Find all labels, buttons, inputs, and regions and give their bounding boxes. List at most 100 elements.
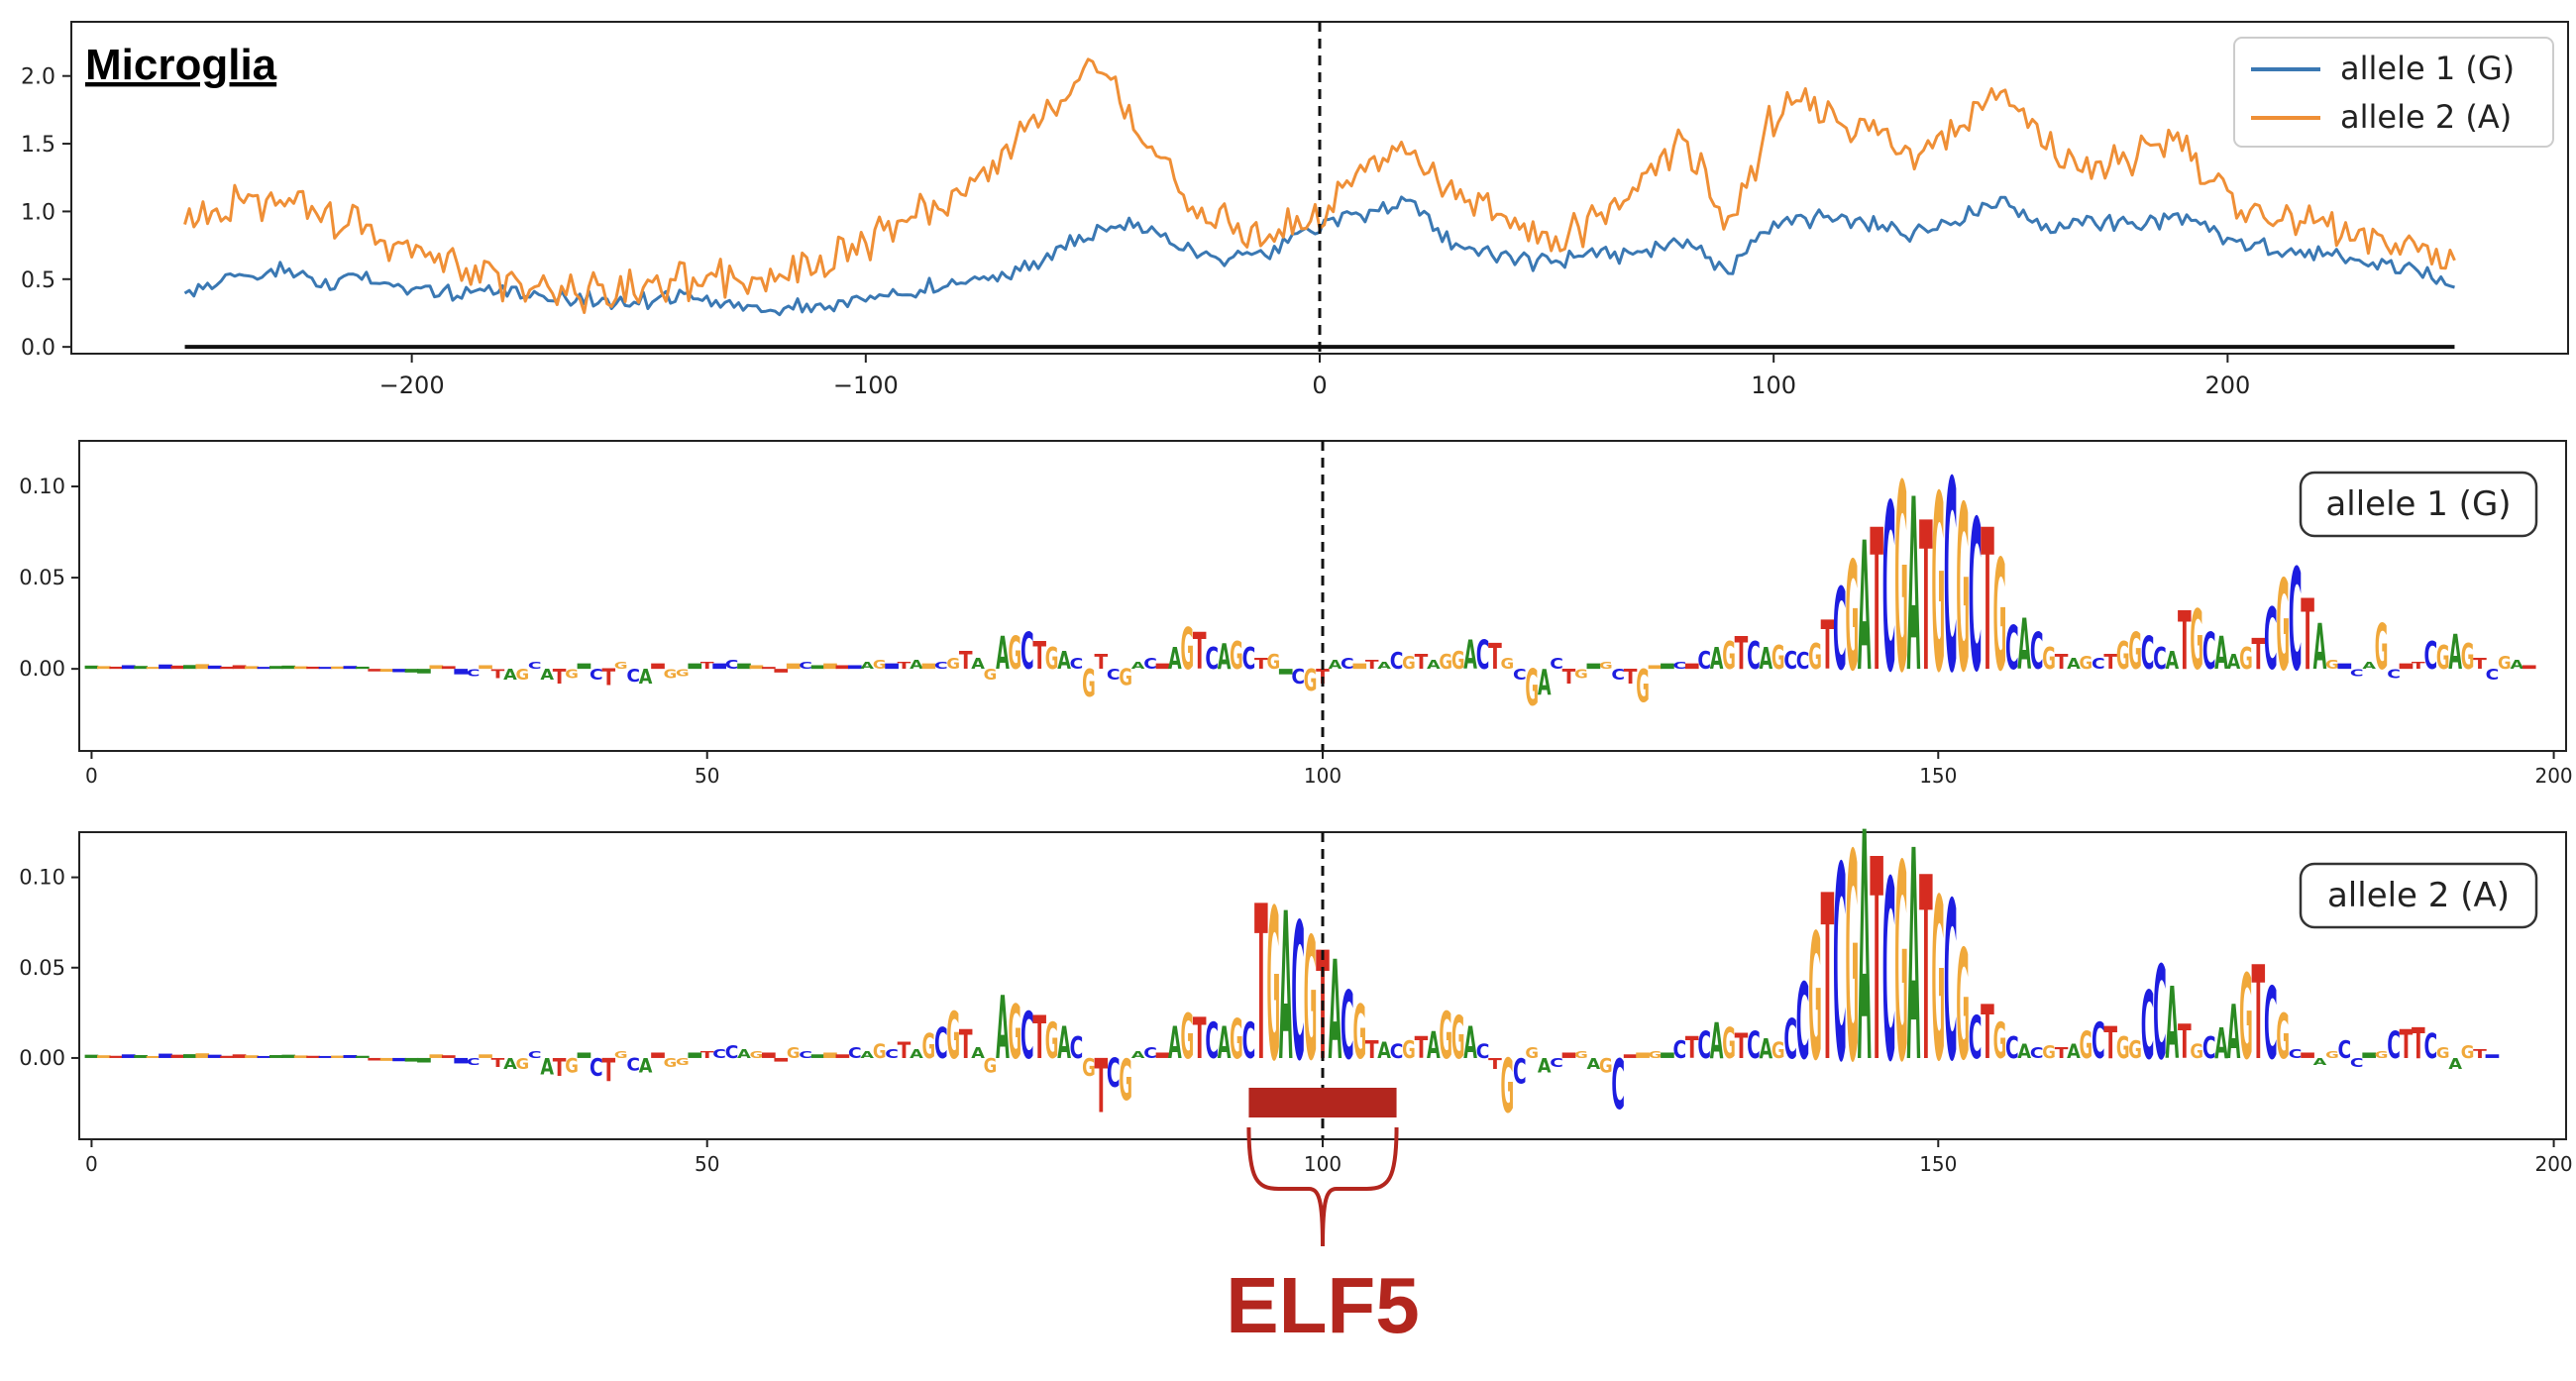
- logo1-logo-letter: T: [2301, 580, 2314, 692]
- logo2-logo-letter: G: [1451, 1004, 1465, 1073]
- logo1-logo-letter: T: [1415, 651, 1429, 674]
- logo2-logo-letter: [762, 1052, 776, 1058]
- logo2-logo-letter: C: [2289, 1046, 2303, 1061]
- logo2-logo-letter: T: [1415, 1030, 1429, 1065]
- logo1-logo-letter: T: [1981, 487, 1994, 714]
- logo2-logo-letter: G: [1230, 1009, 1243, 1072]
- logo2-logo-letter: C: [1944, 857, 1958, 1111]
- logo1-logo-letter: [257, 667, 271, 670]
- logo1-logo-letter: G: [1722, 634, 1736, 678]
- logo2-logo-letter: [1561, 1052, 1576, 1058]
- logo1-logo-letter: C: [1143, 655, 1157, 673]
- logo1-logo-letter: C: [2387, 667, 2401, 682]
- logo1-logo-letter: C: [2423, 634, 2437, 678]
- logo1-logo-letter: G: [1451, 646, 1465, 675]
- logo1-logo-letter: [268, 666, 283, 670]
- logo1-logo-letter: [306, 666, 320, 670]
- logo2-logo-letter: [245, 1055, 259, 1058]
- logo1-y-tick-label: 0.05: [19, 566, 65, 589]
- logo1-logo-letter: C: [1747, 634, 1761, 678]
- logo2-logo-letter: C: [2202, 1030, 2216, 1065]
- logo2-logo-letter: G: [664, 1055, 678, 1070]
- logo2-logo-letter: A: [1057, 1017, 1071, 1069]
- logo1-logo-letter: G: [984, 666, 998, 684]
- logo2-logo-letter: A: [1279, 871, 1293, 1108]
- legend-label: allele 2 (A): [2340, 98, 2512, 136]
- logo2-logo-letter: C: [1020, 999, 1034, 1073]
- logo2-logo-letter: [441, 1055, 456, 1058]
- logo1-logo-letter: [318, 667, 333, 670]
- logo2-logo-letter: A: [1538, 1054, 1552, 1077]
- logo2-logo-letter: T: [553, 1053, 567, 1082]
- logo2-logo-letter: [97, 1055, 111, 1058]
- logo1-logo-letter: C: [528, 660, 542, 672]
- logo2-logo-letter: A: [2313, 1056, 2327, 1068]
- logo1-logo-letter: [404, 669, 419, 673]
- logo2-logo-letter: T: [2103, 1017, 2117, 1069]
- logo1-logo-letter: G: [2375, 610, 2389, 684]
- logo2-logo-letter: A: [1587, 1055, 1601, 1072]
- logo1-logo-letter: T: [1624, 665, 1638, 688]
- profile-x-tick-label: −200: [379, 372, 445, 399]
- logo1-logo-letter: T: [1193, 622, 1207, 681]
- logo1-x-tick-label: 200: [2534, 764, 2572, 788]
- logo1-logo-letter: A: [1427, 657, 1441, 672]
- logo2-logo-letter: [2485, 1054, 2500, 1058]
- logo2-logo-letter: G: [1119, 1047, 1132, 1114]
- logo2-logo-letter: C: [1513, 1051, 1527, 1092]
- logo1-logo-letter: A: [1538, 662, 1552, 702]
- logo2-y-tick-label: 0.05: [19, 956, 65, 980]
- logo1-logo-letter: [479, 665, 492, 670]
- logo1-logo-letter: T: [491, 667, 505, 682]
- logo2-logo-letter: C: [1107, 1050, 1121, 1097]
- logo1-logo-letter: G: [1402, 653, 1416, 674]
- logo1-logo-letter: T: [1919, 479, 1933, 718]
- profile-x-tick-label: 0: [1312, 372, 1327, 399]
- logo1-logo-letter: C: [934, 660, 948, 672]
- logo1-logo-letter: G: [946, 655, 960, 673]
- logo2-logo-letter: A: [2227, 989, 2241, 1075]
- logo1-logo-letter: G: [1771, 639, 1785, 677]
- logo2-logo-letter: [417, 1057, 431, 1063]
- logo1-logo-letter: A: [1131, 660, 1145, 672]
- logo1-logo-letter: C: [725, 657, 739, 672]
- logo2-logo-letter: C: [2092, 1012, 2105, 1070]
- logo1-logo-letter: T: [2055, 651, 2069, 674]
- logo1-logo-letter: G: [515, 666, 529, 684]
- logo1-logo-letter: T: [601, 665, 615, 690]
- logo1-logo-letter: A: [2227, 651, 2241, 674]
- logo1-y-tick-label: 0.10: [19, 475, 65, 498]
- logo1-logo-letter: G: [1045, 641, 1059, 676]
- logo2-logo-letter: C: [1833, 809, 1847, 1120]
- logo2-logo-letter: G: [1574, 1049, 1588, 1061]
- logo2-logo-letter: [2362, 1052, 2377, 1058]
- logo1-logo-letter: G: [1993, 528, 2007, 705]
- logo1-logo-letter: G: [2461, 636, 2475, 677]
- logo1-logo-letter: A: [1057, 646, 1071, 675]
- logo2-logo-letter: G: [1439, 999, 1452, 1073]
- logo1-logo-letter: [2399, 663, 2414, 670]
- logo2-logo-letter: [429, 1054, 444, 1058]
- logo1-logo-letter: [921, 663, 936, 670]
- logo2-x-tick-label: 50: [695, 1152, 719, 1176]
- logo1-logo-letter: [1648, 665, 1663, 670]
- logo1-logo-letter: [1586, 663, 1601, 670]
- profile-legend: allele 1 (G) allele 2 (A): [2233, 37, 2554, 148]
- logo2-logo-letter: [220, 1055, 234, 1058]
- logo2-logo-letter: A: [2017, 1040, 2031, 1063]
- logo2-logo-letter: C: [885, 1046, 899, 1061]
- logo2-logo-letter: [182, 1054, 197, 1058]
- logo2-logo-letter: [268, 1055, 283, 1058]
- logo2-logo-letter: C: [799, 1049, 812, 1061]
- logo1-logo-letter: C: [2092, 655, 2105, 673]
- logo2-logo-letter: G: [2375, 1049, 2389, 1061]
- logo1-logo-letter: A: [639, 665, 653, 688]
- logo1-logo-letter: [355, 666, 370, 670]
- logo2-logo-letter: T: [898, 1037, 912, 1063]
- logo1-logo-letter: G: [2276, 553, 2290, 698]
- logo1-logo-letter: [368, 669, 382, 672]
- logo2-logo-letter: C: [2005, 1030, 2019, 1065]
- logo1-logo-letter: A: [971, 655, 985, 673]
- logo1-logo-letter: G: [2190, 592, 2203, 689]
- logo2-logo-letter: C: [1390, 1040, 1404, 1063]
